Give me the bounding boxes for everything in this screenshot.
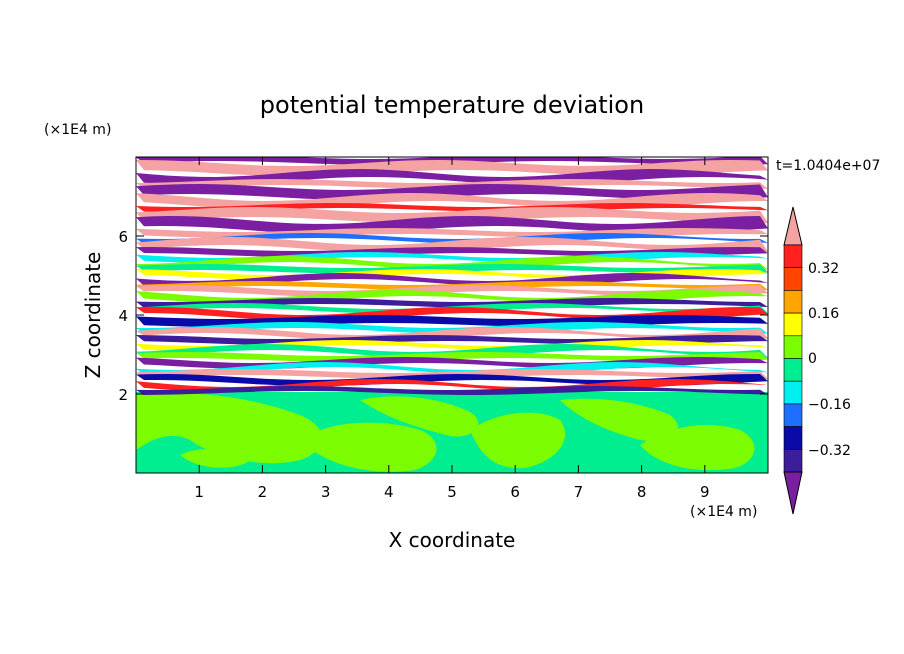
colorbar-swatch [783,403,803,427]
x-axis-label: X coordinate [389,528,516,552]
field-band [136,233,768,244]
x-axis-unit: (×1E4 m) [690,504,757,520]
field-blob [180,448,250,468]
x-tick-label: 4 [384,483,394,501]
field-band [136,322,768,334]
colorbar-label: 0.32 [808,261,839,277]
colorbar-swatch [783,380,803,405]
x-tick-label: 9 [700,483,710,501]
field-band [136,207,768,223]
colorbar-swatch [783,358,803,382]
field-band [136,298,768,308]
field-band [136,179,768,189]
colorbar-lower-extension [783,471,803,515]
field-band [136,256,768,270]
field-band [136,264,768,274]
y-tick-label: 2 [118,386,128,404]
x-tick-label: 7 [574,483,584,501]
field-band [136,237,768,253]
colorbar-swatch [783,290,803,314]
colorbar-label: −0.32 [808,443,851,459]
colorbar-swatch [783,244,803,269]
x-tick-label: 6 [510,483,520,501]
x-tick-label: 5 [447,483,457,501]
field-blob [470,412,566,469]
x-tick-label: 1 [194,483,204,501]
y-tick-label: 4 [118,307,128,325]
colorbar-upper-extension [783,206,803,246]
x-tick-label: 8 [637,483,647,501]
temperature-field [136,157,768,473]
colorbar-label: 0.16 [808,306,839,322]
field-band [136,273,768,287]
field-band [136,203,768,212]
field-blob [640,425,755,471]
colorbar-swatch [783,426,803,450]
x-tick-label: 2 [258,483,268,501]
field-blob [560,398,679,441]
field-band [136,386,768,395]
field-band [136,352,768,362]
field-band [136,327,768,341]
field-blob [360,396,479,437]
field-band [136,184,768,200]
field-band [136,285,768,297]
y-tick-label: 6 [118,228,128,246]
y-axis-unit: (×1E4 m) [44,122,111,138]
y-axis: 2 4 6 [118,228,768,404]
field-band [136,369,768,379]
field-blob [136,392,323,464]
colorbar-swatch [783,335,803,359]
field-band [136,216,768,234]
field-band [136,362,768,375]
field-band [136,340,768,351]
chart-title: potential temperature deviation [260,91,644,119]
colorbar-swatch [783,267,803,291]
colorbar-swatch [783,312,803,337]
x-tick-label: 3 [321,483,331,501]
colorbar-label: −0.16 [808,397,851,413]
field-blob [300,422,437,472]
field-band [136,344,768,358]
colorbar: 0.32 0.16 0 −0.16 −0.32 [783,206,851,515]
x-axis: 1 2 3 4 5 6 7 8 9 [194,157,710,501]
colorbar-swatch [783,448,803,473]
y-axis-label: Z coordinate [81,252,105,379]
time-label: t=1.0404e+07 [776,158,880,174]
colorbar-label: 0 [808,351,817,367]
